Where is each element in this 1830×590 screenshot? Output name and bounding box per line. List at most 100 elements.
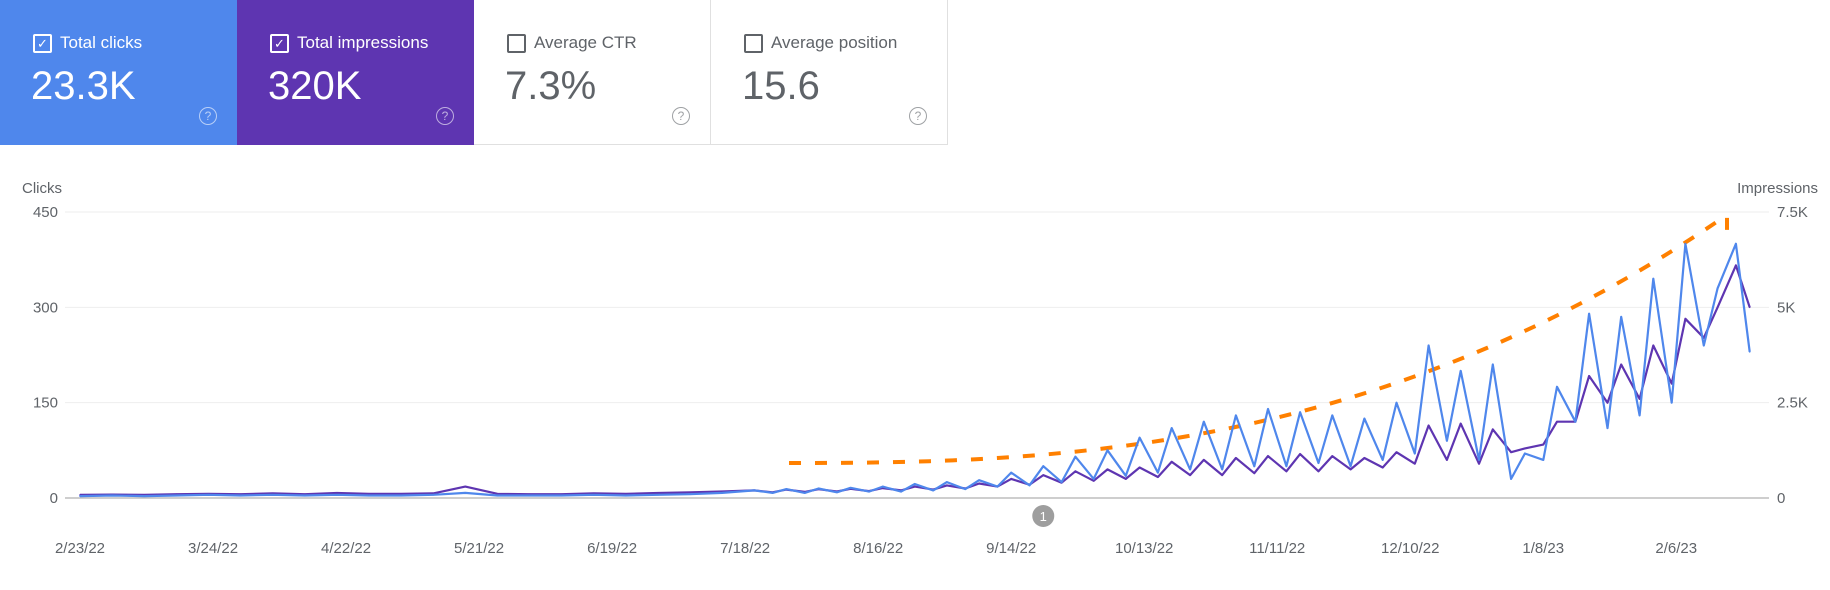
data-point-clicks bbox=[932, 489, 934, 492]
data-point-clicks bbox=[1010, 471, 1012, 474]
data-point-clicks bbox=[239, 494, 242, 497]
data-point-clicks bbox=[1638, 414, 1641, 417]
checkbox-checked-icon[interactable]: ✓ bbox=[270, 33, 289, 53]
data-point-impressions bbox=[1524, 447, 1526, 450]
data-point-clicks bbox=[560, 494, 563, 497]
x-axis-tick: 4/22/22 bbox=[321, 540, 371, 557]
x-axis-tick: 10/13/22 bbox=[1115, 540, 1173, 557]
data-point-clicks bbox=[868, 490, 870, 493]
data-point-impressions bbox=[336, 492, 338, 494]
data-point-clicks bbox=[1478, 459, 1480, 461]
card-label: ✓ Total clicks bbox=[33, 33, 142, 53]
data-point-impressions bbox=[496, 493, 499, 495]
data-point-clicks bbox=[1702, 344, 1705, 347]
card-average-ctr[interactable]: Average CTR 7.3% ? bbox=[474, 0, 711, 145]
checkbox-unchecked-icon[interactable] bbox=[744, 33, 763, 53]
data-point-impressions bbox=[914, 485, 916, 488]
card-label-text: Total impressions bbox=[297, 33, 429, 52]
data-point-clicks bbox=[657, 494, 659, 496]
series-line-clicks bbox=[79, 242, 1751, 498]
data-point-clicks bbox=[528, 494, 531, 497]
x-axis-tick: 9/14/22 bbox=[986, 540, 1036, 557]
card-total-impressions[interactable]: ✓ Total impressions 320K ? bbox=[237, 0, 474, 145]
left-axis-tick: 450 bbox=[33, 204, 58, 221]
data-point-impressions bbox=[400, 493, 402, 495]
data-point-clicks bbox=[1588, 312, 1590, 315]
checkbox-unchecked-icon[interactable] bbox=[507, 33, 526, 53]
data-point-impressions bbox=[1010, 478, 1012, 480]
data-point-clicks bbox=[1510, 478, 1512, 480]
card-label: ✓ Total impressions bbox=[270, 33, 428, 53]
data-point-clicks bbox=[836, 491, 838, 494]
data-point-clicks bbox=[1414, 452, 1416, 455]
data-point-clicks bbox=[817, 487, 820, 490]
data-point-clicks bbox=[849, 487, 852, 489]
data-point-impressions bbox=[1317, 470, 1320, 473]
data-point-clicks bbox=[592, 494, 595, 496]
data-point-impressions bbox=[1125, 478, 1127, 480]
data-point-clicks bbox=[111, 494, 113, 497]
data-point-clicks bbox=[1060, 481, 1063, 483]
data-point-clicks bbox=[1459, 370, 1462, 372]
data-point-clicks bbox=[1189, 468, 1191, 471]
data-point-clicks bbox=[1670, 401, 1673, 404]
data-point-clicks bbox=[689, 493, 691, 495]
x-axis-tick: 8/16/22 bbox=[853, 540, 903, 557]
checkbox-checked-icon[interactable]: ✓ bbox=[33, 33, 52, 53]
data-point-clicks bbox=[625, 494, 627, 497]
data-point-clicks bbox=[1620, 316, 1623, 318]
data-point-impressions bbox=[625, 493, 627, 495]
data-point-clicks bbox=[432, 494, 434, 496]
left-axis-tick: 150 bbox=[33, 395, 58, 412]
card-value: 320K bbox=[268, 64, 362, 108]
card-total-clicks[interactable]: ✓ Total clicks 23.3K ? bbox=[0, 0, 237, 145]
data-point-clicks bbox=[1042, 465, 1045, 468]
data-point-clicks bbox=[1395, 401, 1398, 404]
data-point-clicks bbox=[1125, 474, 1127, 477]
data-point-impressions bbox=[1042, 474, 1045, 476]
data-point-clicks bbox=[207, 494, 210, 496]
help-icon[interactable]: ? bbox=[909, 107, 927, 125]
data-point-clicks bbox=[1253, 465, 1256, 468]
data-point-impressions bbox=[1157, 476, 1159, 478]
data-point-clicks bbox=[881, 485, 884, 488]
data-point-impressions bbox=[1106, 468, 1109, 471]
left-axis-tick: 0 bbox=[50, 490, 58, 507]
data-point-impressions bbox=[1395, 451, 1398, 454]
data-point-impressions bbox=[1138, 466, 1141, 469]
data-point-clicks bbox=[1606, 427, 1609, 429]
data-point-impressions bbox=[1716, 306, 1719, 309]
data-point-impressions bbox=[1414, 462, 1416, 465]
data-point-clicks bbox=[1285, 465, 1288, 468]
series-line-impressions bbox=[79, 264, 1751, 496]
data-point-clicks bbox=[496, 494, 499, 497]
data-point-clicks bbox=[978, 479, 980, 482]
card-label-text: Average position bbox=[771, 33, 898, 52]
data-point-clicks bbox=[803, 492, 806, 494]
x-axis-tick: 5/21/22 bbox=[454, 540, 504, 557]
annotation-marker-label: 1 bbox=[1040, 509, 1047, 524]
data-point-clicks bbox=[1157, 471, 1159, 474]
help-icon[interactable]: ? bbox=[199, 107, 217, 125]
data-point-clicks bbox=[1267, 408, 1269, 410]
data-point-impressions bbox=[1684, 317, 1687, 320]
data-point-clicks bbox=[1652, 277, 1655, 280]
data-point-impressions bbox=[1427, 424, 1430, 427]
data-point-clicks bbox=[771, 492, 774, 494]
data-point-clicks bbox=[914, 483, 916, 485]
data-point-impressions bbox=[1074, 470, 1077, 473]
data-point-impressions bbox=[464, 485, 467, 488]
x-axis-tick: 7/18/22 bbox=[720, 540, 770, 557]
data-point-impressions bbox=[1510, 451, 1512, 454]
metric-cards: ✓ Total clicks 23.3K ? ✓ Total impressions… bbox=[0, 0, 948, 145]
data-point-clicks bbox=[996, 485, 999, 488]
card-value: 15.6 bbox=[742, 64, 820, 108]
card-average-position[interactable]: Average position 15.6 ? bbox=[711, 0, 948, 145]
help-icon[interactable]: ? bbox=[436, 107, 454, 125]
data-point-clicks bbox=[464, 492, 467, 494]
help-icon[interactable]: ? bbox=[672, 107, 690, 125]
data-point-impressions bbox=[978, 482, 980, 485]
card-label-text: Average CTR bbox=[534, 33, 637, 52]
annotation-marker[interactable] bbox=[1032, 505, 1055, 527]
data-point-impressions bbox=[1588, 375, 1590, 377]
